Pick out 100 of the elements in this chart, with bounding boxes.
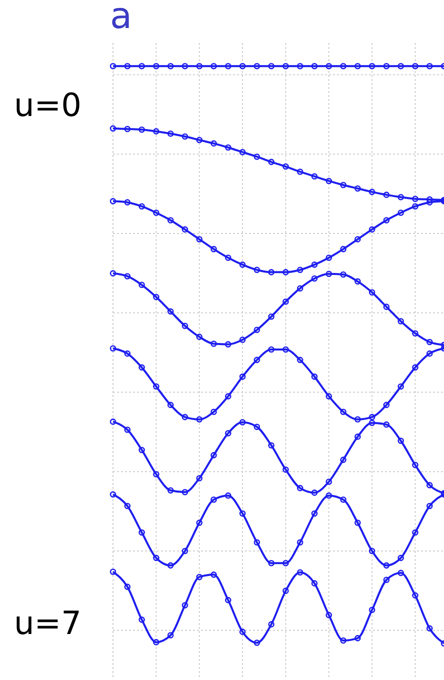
point (124, 426, 131, 433)
point (368, 188, 376, 196)
point (254, 640, 260, 646)
point (254, 266, 260, 274)
point (368, 414, 376, 420)
point (196, 334, 202, 340)
point (124, 199, 131, 206)
point (398, 318, 404, 324)
point (326, 178, 332, 184)
text: u=0 (14, 86, 82, 124)
point (340, 246, 346, 252)
point (368, 62, 376, 70)
point (340, 456, 346, 463)
point (383, 402, 390, 408)
point (383, 562, 390, 569)
point (326, 62, 332, 70)
point (354, 520, 361, 526)
point (138, 282, 145, 288)
point (412, 203, 418, 210)
point (296, 484, 304, 492)
point (239, 336, 246, 343)
point (296, 285, 304, 292)
point (110, 568, 116, 575)
point (368, 289, 376, 296)
point (124, 126, 131, 132)
point (412, 62, 418, 70)
point (326, 393, 332, 400)
point (354, 278, 361, 285)
point (340, 271, 346, 278)
point (383, 576, 390, 584)
point (398, 210, 404, 216)
point (268, 621, 274, 628)
point (182, 548, 188, 554)
point (383, 192, 390, 198)
point (167, 562, 174, 569)
point (311, 275, 318, 282)
point (311, 262, 318, 268)
point (354, 434, 361, 440)
point (282, 298, 289, 305)
point (153, 128, 160, 134)
point (340, 182, 346, 188)
point (182, 488, 188, 496)
point (210, 452, 217, 458)
point (398, 194, 404, 200)
point (398, 438, 404, 444)
point (124, 584, 131, 590)
point (426, 482, 433, 488)
point (282, 163, 289, 170)
point (182, 133, 188, 140)
point (153, 210, 160, 216)
point (268, 313, 274, 320)
point (296, 356, 304, 364)
point (153, 639, 160, 646)
point (311, 62, 318, 70)
point (210, 340, 217, 347)
point (210, 62, 217, 70)
point (254, 62, 260, 70)
point (182, 62, 188, 70)
point (167, 402, 174, 408)
point (153, 383, 160, 390)
point (296, 62, 304, 70)
point (398, 383, 404, 390)
point (210, 408, 217, 416)
point (124, 502, 131, 510)
point (182, 602, 188, 608)
point (282, 466, 289, 473)
point (110, 345, 116, 352)
point (326, 492, 332, 499)
point (196, 520, 202, 526)
point (296, 539, 304, 546)
point (138, 616, 145, 623)
point (354, 635, 361, 642)
point (412, 196, 418, 202)
point (210, 572, 217, 578)
point (110, 62, 116, 70)
point (210, 246, 217, 252)
point (296, 168, 304, 175)
point (239, 374, 246, 380)
point (268, 62, 274, 70)
point (383, 62, 390, 70)
point (412, 462, 418, 468)
point (426, 196, 433, 203)
point (210, 140, 217, 147)
point (412, 330, 418, 337)
point (354, 185, 361, 192)
point (138, 203, 145, 210)
point (426, 62, 433, 70)
point (224, 62, 232, 70)
point (311, 490, 318, 496)
point (268, 560, 274, 566)
point (239, 510, 246, 517)
point (282, 269, 289, 276)
point (182, 226, 188, 233)
point (110, 491, 116, 498)
point (398, 554, 404, 562)
point (167, 130, 174, 137)
point (224, 341, 232, 348)
point (224, 254, 232, 261)
point (239, 262, 246, 268)
point (153, 471, 160, 478)
